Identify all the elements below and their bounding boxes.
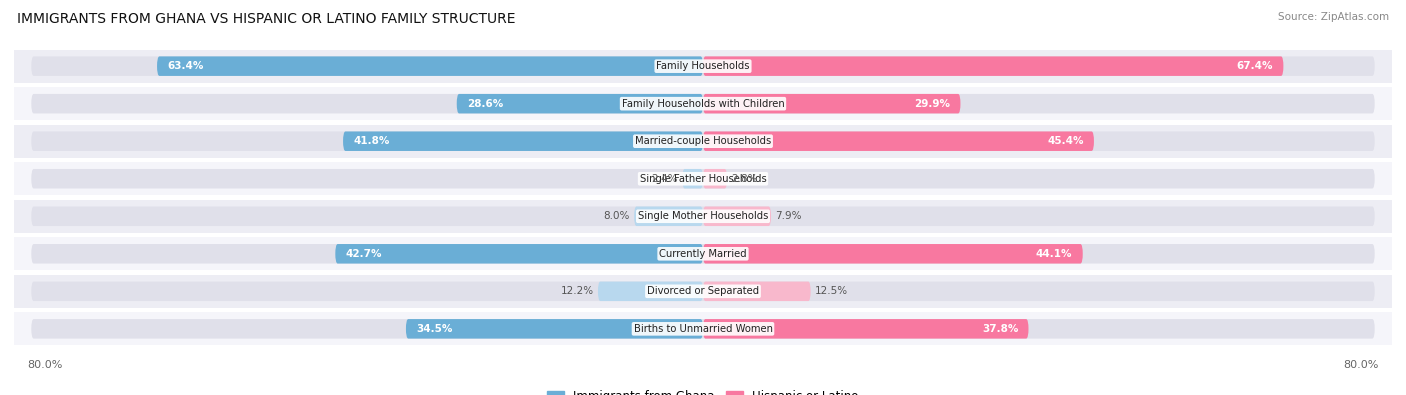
Text: 34.5%: 34.5% — [416, 324, 453, 334]
FancyBboxPatch shape — [406, 319, 703, 339]
Text: Family Households: Family Households — [657, 61, 749, 71]
FancyBboxPatch shape — [31, 282, 1375, 301]
Text: 41.8%: 41.8% — [353, 136, 389, 146]
FancyBboxPatch shape — [157, 56, 703, 76]
FancyBboxPatch shape — [31, 244, 1375, 263]
FancyBboxPatch shape — [703, 94, 960, 113]
Text: Births to Unmarried Women: Births to Unmarried Women — [634, 324, 772, 334]
FancyBboxPatch shape — [703, 207, 770, 226]
FancyBboxPatch shape — [31, 319, 1375, 339]
FancyBboxPatch shape — [31, 94, 1375, 113]
Text: 45.4%: 45.4% — [1047, 136, 1084, 146]
FancyBboxPatch shape — [634, 207, 703, 226]
Text: 63.4%: 63.4% — [167, 61, 204, 71]
FancyBboxPatch shape — [703, 244, 1083, 263]
FancyBboxPatch shape — [31, 56, 1375, 76]
Legend: Immigrants from Ghana, Hispanic or Latino: Immigrants from Ghana, Hispanic or Latin… — [543, 385, 863, 395]
Text: 28.6%: 28.6% — [467, 99, 503, 109]
Bar — [14, 200, 1392, 233]
FancyBboxPatch shape — [598, 282, 703, 301]
Text: Currently Married: Currently Married — [659, 249, 747, 259]
Text: 29.9%: 29.9% — [914, 99, 950, 109]
FancyBboxPatch shape — [703, 169, 727, 188]
Text: 12.5%: 12.5% — [815, 286, 848, 296]
Text: 67.4%: 67.4% — [1237, 61, 1272, 71]
FancyBboxPatch shape — [343, 132, 703, 151]
Text: IMMIGRANTS FROM GHANA VS HISPANIC OR LATINO FAMILY STRUCTURE: IMMIGRANTS FROM GHANA VS HISPANIC OR LAT… — [17, 12, 516, 26]
Text: 12.2%: 12.2% — [561, 286, 593, 296]
Text: 7.9%: 7.9% — [775, 211, 801, 221]
Bar — [14, 275, 1392, 308]
FancyBboxPatch shape — [682, 169, 703, 188]
Bar — [14, 50, 1392, 83]
Text: 2.8%: 2.8% — [731, 174, 758, 184]
Text: Source: ZipAtlas.com: Source: ZipAtlas.com — [1278, 12, 1389, 22]
FancyBboxPatch shape — [703, 132, 1094, 151]
FancyBboxPatch shape — [703, 282, 811, 301]
Text: 80.0%: 80.0% — [1344, 359, 1379, 370]
Text: Single Mother Households: Single Mother Households — [638, 211, 768, 221]
Bar — [14, 162, 1392, 195]
FancyBboxPatch shape — [31, 132, 1375, 151]
Text: 2.4%: 2.4% — [651, 174, 678, 184]
Bar — [14, 125, 1392, 158]
Text: 8.0%: 8.0% — [603, 211, 630, 221]
Text: 80.0%: 80.0% — [27, 359, 62, 370]
FancyBboxPatch shape — [703, 56, 1284, 76]
FancyBboxPatch shape — [703, 319, 1029, 339]
Text: Divorced or Separated: Divorced or Separated — [647, 286, 759, 296]
Text: Single Father Households: Single Father Households — [640, 174, 766, 184]
Bar — [14, 87, 1392, 120]
Bar — [14, 237, 1392, 270]
FancyBboxPatch shape — [335, 244, 703, 263]
FancyBboxPatch shape — [457, 94, 703, 113]
FancyBboxPatch shape — [31, 169, 1375, 188]
Bar — [14, 312, 1392, 345]
Text: 44.1%: 44.1% — [1036, 249, 1073, 259]
Text: 37.8%: 37.8% — [981, 324, 1018, 334]
Text: 42.7%: 42.7% — [346, 249, 382, 259]
Text: Married-couple Households: Married-couple Households — [636, 136, 770, 146]
Text: Family Households with Children: Family Households with Children — [621, 99, 785, 109]
FancyBboxPatch shape — [31, 207, 1375, 226]
